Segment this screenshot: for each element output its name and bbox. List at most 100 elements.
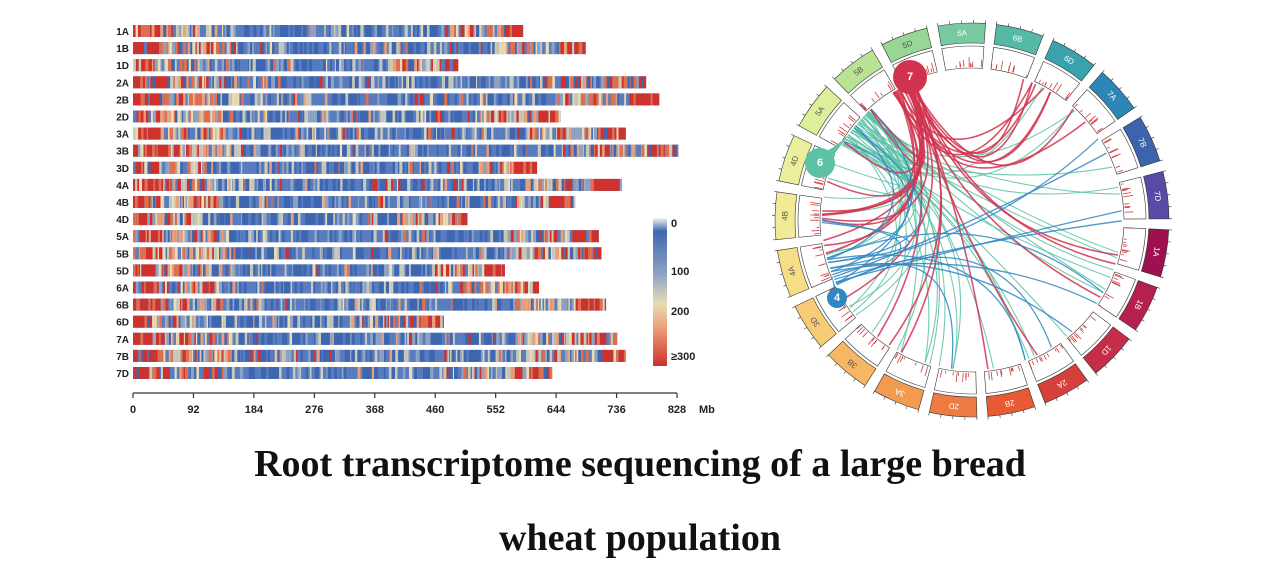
chord-link [893, 82, 1033, 156]
chord-link [836, 256, 1053, 348]
legend-colorbar [653, 218, 667, 366]
chord-link [909, 83, 989, 370]
chord-links [821, 78, 1123, 370]
chromosome-bar [133, 230, 599, 243]
chord-link [910, 82, 1074, 166]
chromosome-segment [772, 191, 822, 241]
chord-link [845, 138, 938, 363]
chord-link [910, 82, 1101, 299]
legend-label: ≥300 [671, 351, 695, 363]
chord-link [904, 82, 1033, 158]
chromosome-segment [1027, 342, 1089, 406]
x-tick-label: 0 [130, 404, 136, 416]
chromosome-label: 5A [116, 232, 129, 243]
segment-label: 5D [901, 38, 914, 50]
chromosome-bar [133, 42, 586, 55]
chromosome-bar [133, 264, 505, 277]
chromosome-segment [1067, 311, 1132, 376]
x-tick-label: 460 [426, 404, 444, 416]
chromosome-label: 4A [116, 181, 129, 192]
chromosome-bar [133, 178, 622, 191]
chromosome-segment [990, 21, 1045, 79]
chord-link [854, 125, 1118, 259]
chromosome-label: 2A [116, 78, 129, 89]
segment-label: 2D [948, 401, 959, 411]
segment-label: 2B [1004, 398, 1015, 409]
segment-label: 1A [1151, 246, 1162, 258]
chromosome-bar [133, 247, 602, 260]
x-tick-label: 644 [547, 404, 566, 416]
segment-label: 4D [789, 154, 801, 167]
chord-link [822, 88, 922, 217]
chromosome-label: 4B [116, 198, 129, 209]
chromosome-label: 7A [116, 335, 129, 346]
chord-link [899, 87, 1045, 140]
segment-label: 7B [1136, 136, 1148, 149]
hub-label: 6 [817, 157, 823, 169]
segment-label: 7D [1152, 191, 1162, 203]
segment-label: 2A [1055, 378, 1068, 391]
chord-link [843, 80, 923, 174]
chromosome-bar [133, 127, 626, 140]
chromosome-segment [774, 243, 833, 298]
chord-link [851, 129, 1120, 195]
segment-label: 6A [957, 28, 968, 38]
chromosome-label: 1A [116, 27, 129, 38]
x-tick-label: 92 [187, 404, 199, 416]
circos-chord-diagram: 6A 6B6D7A7B7D1A1B1D2A2B2D3A3B3D4A4B4D5A5B… [772, 20, 1172, 420]
legend-label: 0 [671, 218, 677, 230]
chord-link [823, 86, 923, 242]
chord-link [869, 83, 926, 167]
segment-label: 1B [1132, 298, 1144, 311]
chromosome-label: 7B [116, 352, 129, 363]
chromosome-segment [832, 47, 896, 112]
chord-hub: 6 [805, 133, 850, 178]
segment-label: 4B [780, 211, 789, 221]
chromosome-label: 2B [116, 95, 129, 106]
chromosome-label: 5D [116, 266, 129, 277]
chord-link [845, 138, 1030, 359]
chromosome-bar [133, 161, 538, 174]
chord-link [892, 91, 1051, 164]
chord-link [827, 254, 1026, 361]
chord-link [826, 88, 915, 197]
chord-hub: 4 [827, 271, 847, 308]
chord-link [830, 108, 913, 273]
chromosome-segment [928, 368, 978, 420]
chromosome-bar [133, 281, 540, 294]
chromosome-segment [1117, 227, 1172, 279]
chromosome-bar [133, 110, 561, 123]
chromosome-bar [133, 196, 576, 208]
chord-link [866, 112, 1114, 271]
segment-label: 3A [893, 386, 906, 398]
chromosome-label: 3B [116, 147, 129, 158]
chord-link [821, 89, 916, 226]
chromosome-label: 6A [116, 284, 129, 295]
chord-link [849, 116, 917, 307]
chromosome-label: 6D [116, 318, 129, 329]
chromosome-segment [826, 323, 890, 389]
figure-title-line-1: Root transcriptome sequencing of a large… [254, 443, 1026, 485]
x-tick-label: 184 [245, 404, 264, 416]
chord-link [842, 143, 1113, 176]
legend-label: 100 [671, 266, 689, 278]
chromosome-label: 1B [116, 44, 129, 55]
chromosome-segment [1101, 115, 1163, 175]
chromosome-segment [1034, 37, 1096, 102]
chord-link [913, 81, 1116, 265]
chromosome-bar [133, 213, 468, 226]
chromosome-label: 6B [116, 301, 129, 312]
chromosome-label: 1D [116, 61, 129, 72]
chromosome-segment [872, 351, 932, 413]
chord-link [821, 221, 910, 264]
chromosome-bar [133, 93, 660, 106]
x-axis-unit: Mb [699, 404, 715, 416]
chord-link [829, 263, 1073, 333]
chromosome-heatmap: 1A 1B 1D 2A 2B 2D 3A 3B 3D 4A 4B 4D 5A 5B 5D 6A 6B 6D 7A 7B… [116, 25, 715, 416]
chromosome-bar [133, 76, 647, 89]
chromosome-bar [133, 298, 607, 311]
chord-link [857, 121, 958, 369]
chromosome-label: 3D [116, 164, 129, 175]
chromosome-segment [936, 20, 987, 71]
chord-link [868, 110, 1104, 293]
